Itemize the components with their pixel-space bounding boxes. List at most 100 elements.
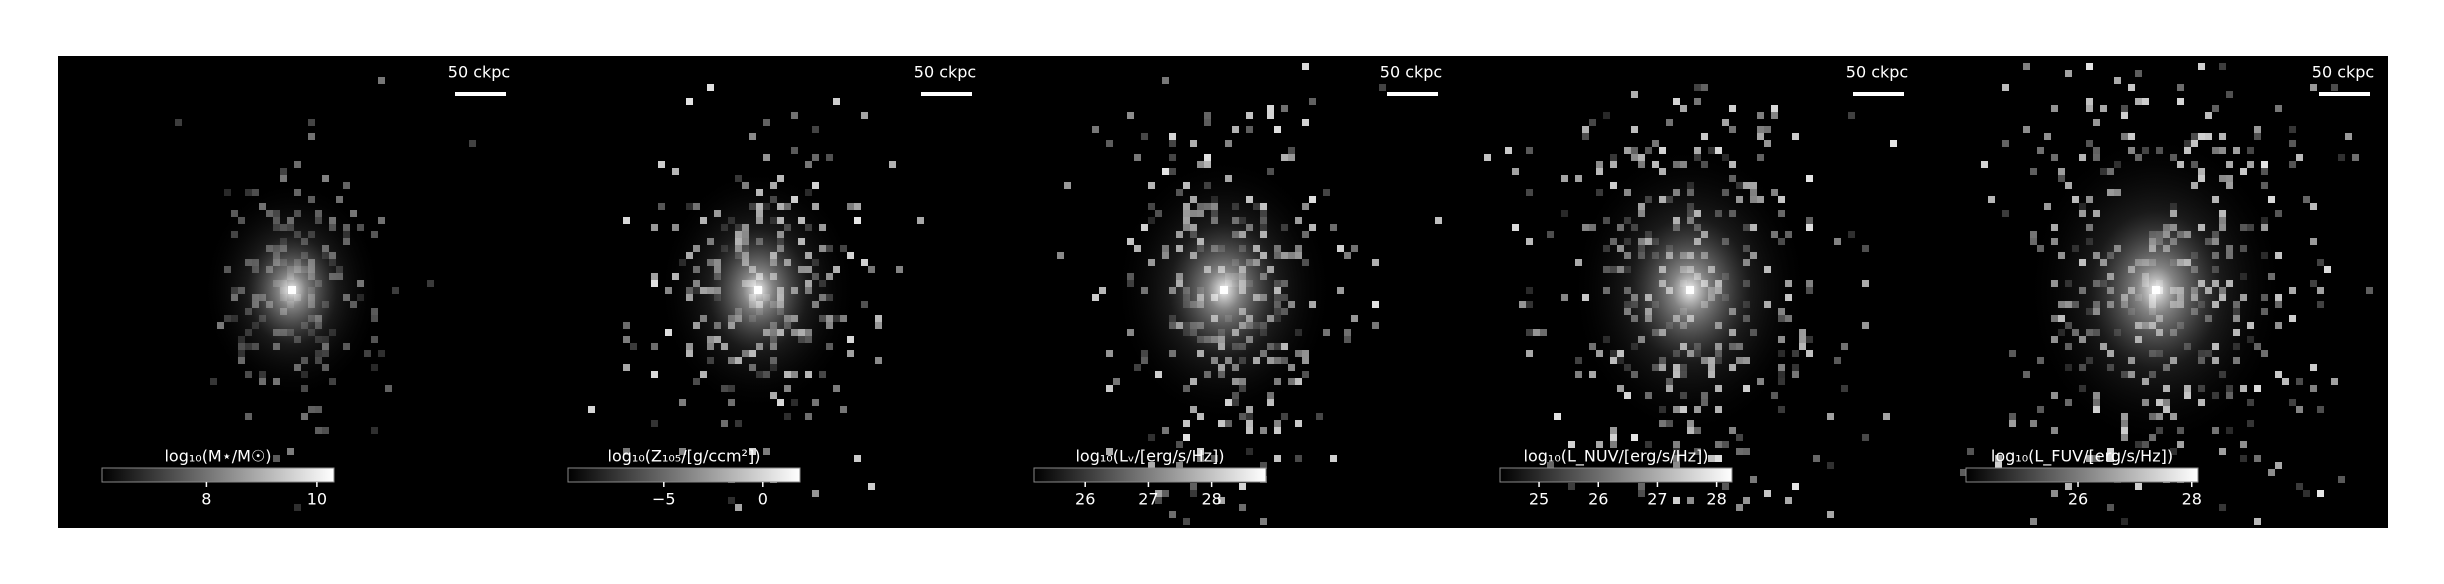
pixel [1218,497,1225,504]
pixel [1596,189,1603,196]
pixel [1057,252,1064,259]
pixel [791,147,798,154]
pixel [2289,140,2296,147]
pixel [896,266,903,273]
pixel [1344,336,1351,343]
pixel [763,154,770,161]
pixel [847,203,854,210]
pixel [2009,420,2016,427]
pixel [1211,455,1218,462]
pixel [1169,511,1176,518]
pixel [1099,287,1106,294]
pixel [1701,133,1708,140]
pixel [1673,441,1680,448]
pixel [1141,133,1148,140]
pixel [1792,364,1799,371]
pixel [2247,147,2254,154]
pixel [1981,161,1988,168]
pixel [763,448,770,455]
colorbar-label: log₁₀(Z₁₀₅/[g/ccm²]) [608,447,761,466]
pixel [2121,105,2128,112]
pixel [1260,518,1267,525]
pixel [1848,231,1855,238]
pixel [805,161,812,168]
pixel [847,350,854,357]
pixel [1722,119,1729,126]
pixel [2135,70,2142,77]
pixel [1596,441,1603,448]
pixel [2289,315,2296,322]
pixel [1736,504,1743,511]
pixel [294,504,301,511]
pixel [1764,490,1771,497]
pixel [2240,441,2247,448]
pixel [1785,497,1792,504]
pixel [245,189,252,196]
pixel [1155,497,1162,504]
pixel [2310,238,2317,245]
pixel [2219,63,2226,70]
pixel [1645,441,1652,448]
pixel [2282,378,2289,385]
pixel [1841,343,1848,350]
pixel [1603,112,1610,119]
pixel [1967,448,1974,455]
core [288,286,296,294]
pixel [2128,84,2135,91]
pixel [1848,112,1855,119]
pixel [1302,119,1309,126]
colorbar-tick-label: 8 [201,490,211,509]
pixel [2002,210,2009,217]
colorbar [567,467,801,483]
pixel [2296,154,2303,161]
pixel [1372,301,1379,308]
pixel [658,203,665,210]
pixel [1582,126,1589,133]
pixel [1757,133,1764,140]
colorbar-tick-label: 10 [307,490,327,509]
pixel [1162,427,1169,434]
core [2152,286,2160,294]
pixel [2065,483,2072,490]
scale-bar [1853,92,1904,96]
pixel [1995,455,2002,462]
pixel [1288,154,1295,161]
pixel [2100,105,2107,112]
pixel [2317,406,2324,413]
pixel [1148,434,1155,441]
pixel [1694,448,1701,455]
pixel [630,343,637,350]
pixel [2310,84,2317,91]
pixel [1652,140,1659,147]
pixel [1701,84,1708,91]
pixel [1106,140,1113,147]
pixel [1862,245,1869,252]
pixel [2198,63,2205,70]
pixel [2121,518,2128,525]
pixel [651,420,658,427]
pixel [805,413,812,420]
colorbar-tick-label: 28 [2182,490,2202,509]
pixel [1757,154,1764,161]
colorbar-label: log₁₀(M⋆/M☉) [164,447,271,466]
pixel [1134,154,1141,161]
pixel [2254,518,2261,525]
pixel [1736,448,1743,455]
pixel [1246,420,1253,427]
pixel [1526,301,1533,308]
pixel [1106,448,1113,455]
pixel [2030,168,2037,175]
pixel [1708,455,1715,462]
pixel [308,133,315,140]
pixel [791,112,798,119]
pixel [1351,245,1358,252]
pixel [1176,462,1183,469]
pixel [1281,154,1288,161]
pixel [315,427,322,434]
pixel [889,161,896,168]
pixel [2289,161,2296,168]
colorbar-tick-label: −5 [652,490,676,509]
pixel [812,490,819,497]
pixel [1162,490,1169,497]
pixel [1568,483,1575,490]
